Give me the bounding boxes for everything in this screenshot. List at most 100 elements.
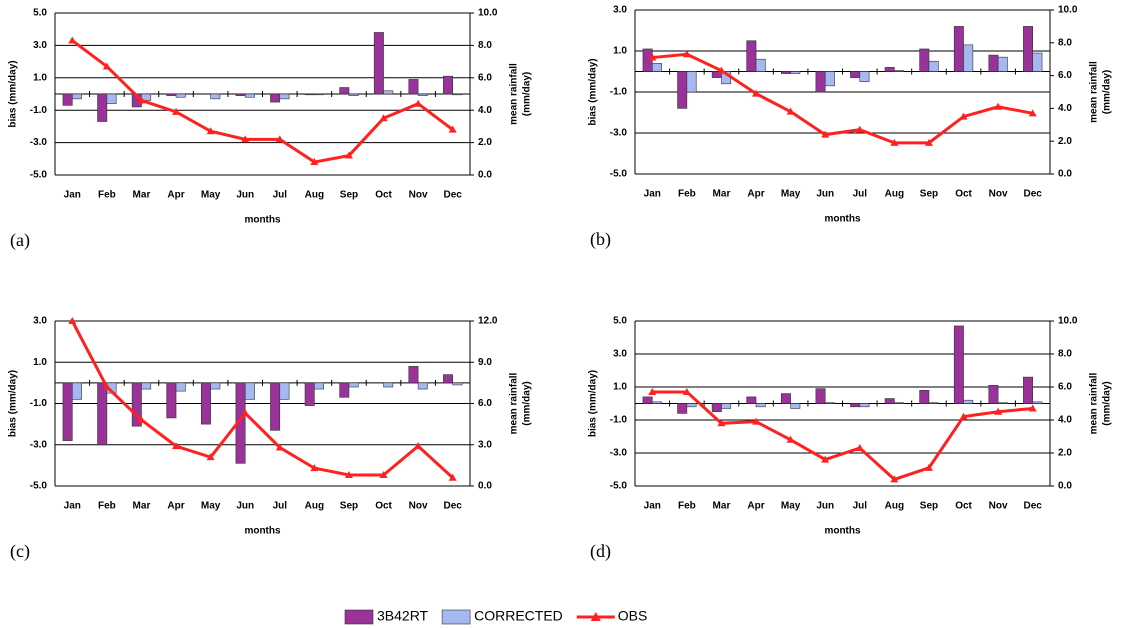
y-tick-label: -3.0 <box>30 439 48 450</box>
legend-label: CORRECTED <box>474 608 563 624</box>
y2-axis-label: (mm/day) <box>522 72 533 116</box>
legend: 3B42RT CORRECTED OBS <box>344 608 647 625</box>
y2-tick-label: 0.0 <box>478 170 492 181</box>
y-tick-label: -5.0 <box>30 170 48 181</box>
x-tick-label: May <box>201 501 221 512</box>
bar <box>919 48 930 72</box>
y2-tick-label: 12.0 <box>478 316 498 327</box>
obs-marker <box>1028 109 1037 117</box>
obs-marker <box>786 435 795 443</box>
bar <box>1032 401 1043 404</box>
x-tick-label: Apr <box>167 501 184 512</box>
y2-tick-label: 8.0 <box>1058 37 1072 48</box>
y-tick-label: 1.0 <box>613 382 627 393</box>
y-tick-label: 1.0 <box>613 46 627 57</box>
obs-marker <box>855 444 864 452</box>
bar <box>443 75 454 95</box>
bar <box>106 93 117 105</box>
bar <box>850 71 861 78</box>
bar <box>651 401 662 404</box>
y-tick-label: -1.0 <box>610 415 628 426</box>
x-axis-label: months <box>244 526 281 537</box>
obs-marker <box>924 463 933 471</box>
x-tick-label: Oct <box>375 501 392 512</box>
bar <box>279 93 290 100</box>
obs-marker <box>924 138 933 146</box>
bar <box>408 366 419 384</box>
y-tick-label: 3.0 <box>613 349 627 360</box>
y2-tick-label: 6.0 <box>1058 70 1072 81</box>
x-tick-label: Jun <box>236 501 254 512</box>
y-tick-label: -5.0 <box>30 481 48 492</box>
obs-marker <box>821 130 830 138</box>
y2-tick-label: 9.0 <box>478 357 492 368</box>
bar <box>166 382 177 419</box>
bar <box>210 382 221 390</box>
bar <box>304 382 315 406</box>
y2-tick-label: 8.0 <box>1058 349 1072 360</box>
bar <box>71 382 82 400</box>
bar <box>884 398 895 404</box>
x-tick-label: May <box>781 189 801 200</box>
x-tick-label: May <box>201 190 221 201</box>
bar <box>244 93 255 98</box>
y2-tick-label: 8.0 <box>478 40 492 51</box>
obs-marker <box>855 125 864 133</box>
x-tick-label: Mar <box>133 501 151 512</box>
bar <box>988 385 999 404</box>
legend-marker <box>590 612 601 621</box>
x-tick-label: Aug <box>305 190 324 201</box>
x-tick-label: Apr <box>747 501 764 512</box>
bar <box>963 399 974 404</box>
bar <box>71 93 82 100</box>
obs-marker <box>206 453 215 461</box>
x-tick-label: Oct <box>375 190 392 201</box>
obs-marker <box>682 50 691 58</box>
panel-label: (b) <box>590 229 611 250</box>
obs-marker <box>717 66 726 74</box>
bar <box>1023 26 1034 72</box>
bar <box>200 382 211 425</box>
obs-marker <box>994 407 1003 415</box>
bar <box>677 71 688 109</box>
obs-marker <box>890 138 899 146</box>
y-axis-label: bias (mm/day) <box>8 370 19 437</box>
bar <box>62 382 73 441</box>
bar <box>859 403 870 408</box>
panel-label: (c) <box>10 541 30 562</box>
y2-axis-label: (mm/day) <box>522 381 533 425</box>
bar <box>235 93 246 96</box>
bar <box>279 382 290 400</box>
x-axis-label: months <box>824 214 861 225</box>
bar <box>417 93 428 96</box>
bar <box>746 396 757 404</box>
legend-swatch <box>344 609 374 625</box>
obs-marker <box>648 53 657 61</box>
bar <box>790 403 801 409</box>
obs-line <box>652 52 1033 145</box>
bar <box>997 56 1008 72</box>
bar <box>408 79 419 95</box>
y2-tick-label: 4.0 <box>478 105 492 116</box>
bar <box>824 402 835 404</box>
y-tick-label: 1.0 <box>33 72 47 83</box>
x-tick-label: Apr <box>167 190 184 201</box>
bar <box>997 402 1008 404</box>
x-tick-label: Oct <box>955 501 972 512</box>
bar <box>348 93 359 96</box>
y-axis-label: bias (mm/day) <box>588 370 599 437</box>
bar <box>928 402 939 404</box>
bar <box>815 71 826 93</box>
legend-swatch <box>441 609 471 625</box>
obs-marker <box>959 412 968 420</box>
bar <box>141 382 152 390</box>
bar <box>824 71 835 87</box>
bar <box>244 382 255 400</box>
obs-marker <box>102 383 111 390</box>
bar <box>348 382 359 388</box>
y2-axis-label: mean rainfall <box>509 372 520 434</box>
y2-axis-label: mean rainfall <box>1089 372 1100 434</box>
obs-marker <box>68 317 77 324</box>
x-tick-label: Jun <box>236 190 254 201</box>
